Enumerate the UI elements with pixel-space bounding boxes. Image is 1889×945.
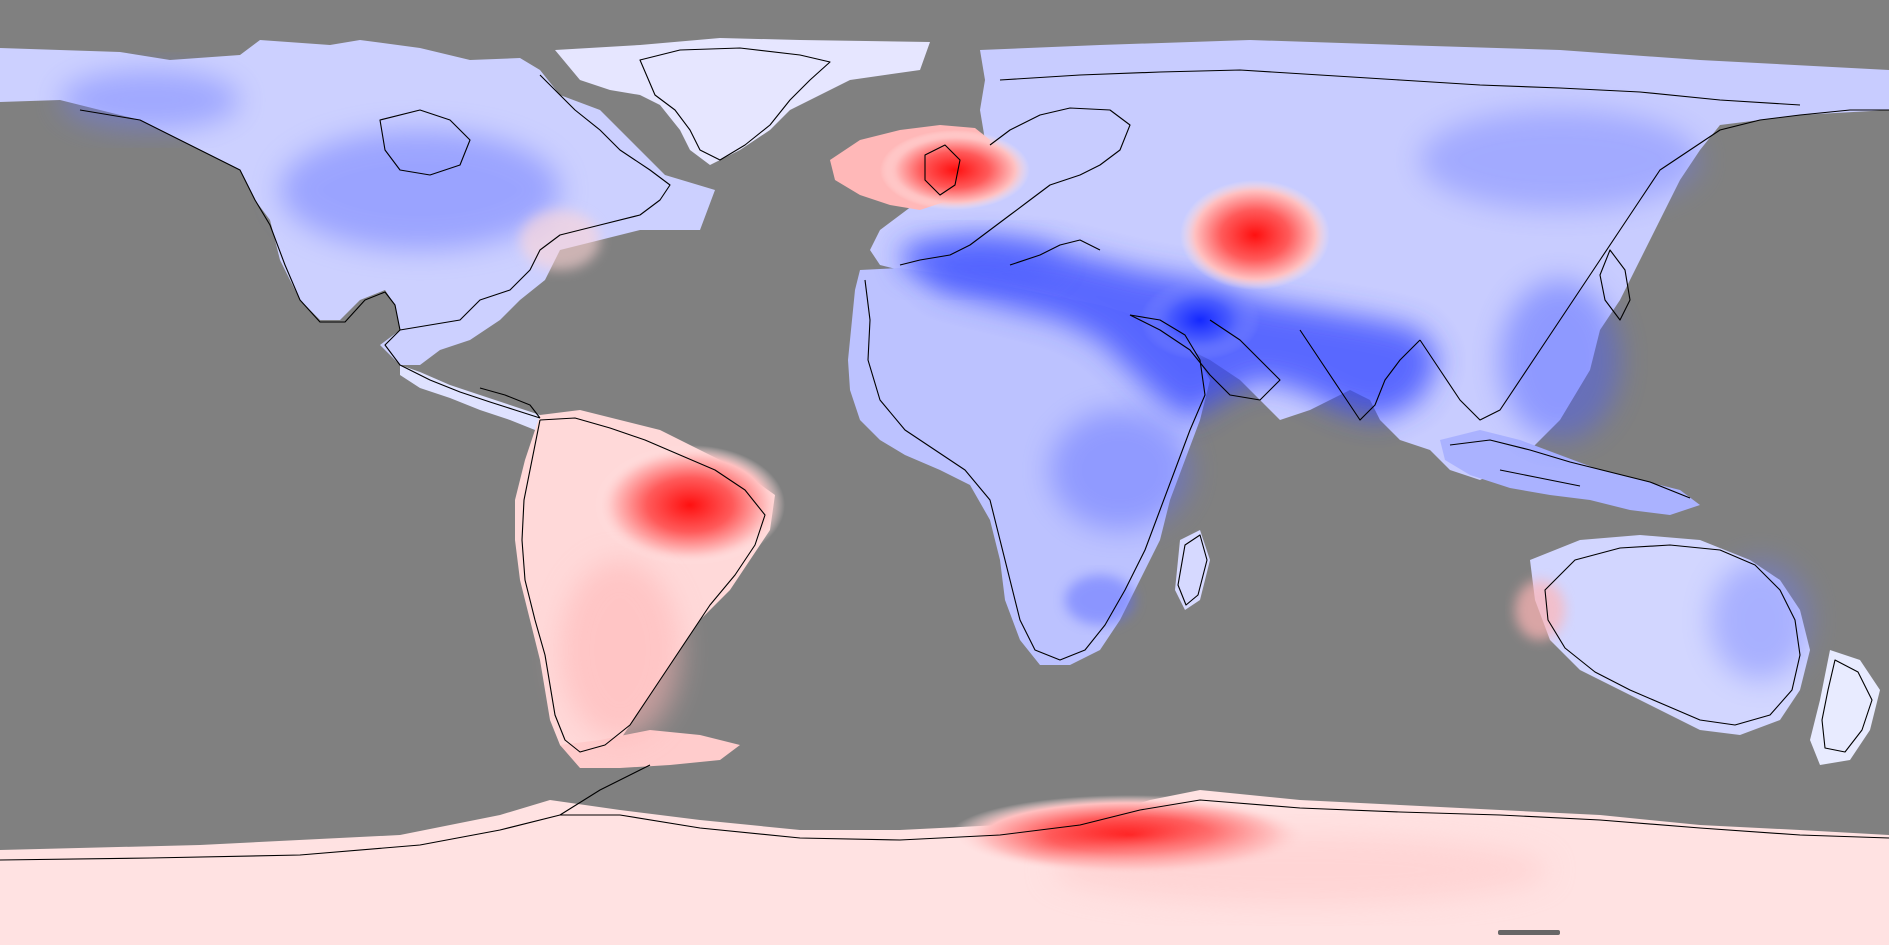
- coast-arabia: [1129, 314, 1281, 401]
- warm-patch-south-america-south: [560, 560, 680, 740]
- coast-new-zealand: [1821, 659, 1873, 753]
- cold-core-iran: [1140, 280, 1260, 360]
- cool-patch-siberia: [1420, 110, 1700, 210]
- cool-patch-canada: [280, 130, 560, 250]
- cool-patch-australia-east: [1710, 560, 1810, 680]
- cool-patch-east-africa: [1050, 410, 1190, 530]
- warm-patch-east-us: [520, 210, 600, 270]
- coast-greenland: [639, 47, 831, 161]
- patagonia-land: [560, 730, 740, 768]
- coast-uk: [924, 144, 961, 196]
- warm-spot-central-asia: [1180, 180, 1330, 290]
- anomaly-overlay: [60, 70, 1810, 905]
- scale-bar: [1498, 930, 1560, 935]
- coast-europe: [899, 107, 1131, 266]
- coast-india: [1299, 329, 1421, 421]
- coast-south-america: [521, 417, 766, 753]
- cool-patch-east-asia: [1500, 280, 1620, 440]
- coast-hudson-bay: [379, 109, 471, 176]
- coast-africa: [864, 279, 1206, 661]
- warm-spot-amazon: [595, 445, 785, 565]
- coast-madagascar: [1177, 534, 1208, 606]
- warm-patch-antarctica-east: [1050, 835, 1550, 905]
- coast-siberia-north: [999, 69, 1801, 106]
- coast-japan: [1599, 249, 1631, 321]
- cool-patch-alaska: [60, 70, 240, 130]
- coast-antarctic-peninsula: [559, 764, 651, 816]
- coast-australia: [1544, 544, 1801, 726]
- greenland-land: [555, 38, 930, 165]
- cool-patch-south-africa: [1065, 575, 1135, 625]
- central-america-land: [400, 365, 555, 432]
- coast-antarctica: [0, 799, 1889, 861]
- warm-spot-north-atlantic: [880, 130, 1030, 210]
- new-zealand-land: [1810, 650, 1880, 765]
- southeast-asia-islands: [1440, 430, 1700, 515]
- coastlines: [0, 47, 1889, 861]
- coast-north-america: [79, 74, 671, 419]
- coast-east-asia: [1419, 109, 1889, 421]
- warm-patch-australia-west: [1515, 580, 1565, 640]
- cool-patch-mediterranean: [900, 235, 1060, 285]
- coast-indonesia: [1449, 439, 1691, 499]
- africa-land: [848, 268, 1210, 665]
- antarctica-land: [0, 790, 1889, 945]
